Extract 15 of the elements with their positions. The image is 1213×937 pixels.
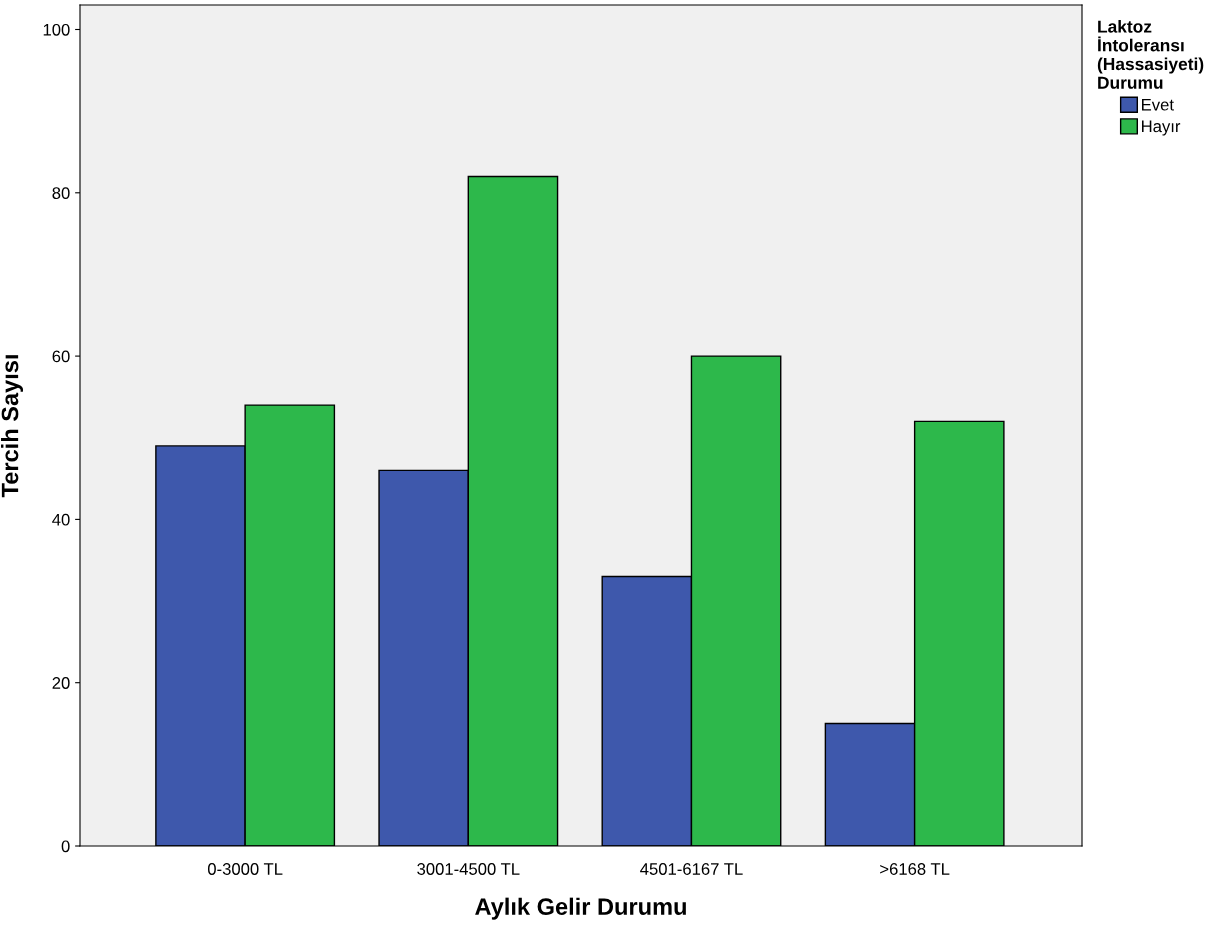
x-tick-label: 3001-4500 TL	[417, 863, 520, 875]
legend-label: Hayır	[1142, 120, 1181, 136]
y-tick-label: 0	[61, 840, 70, 853]
legend-title: Laktoz İntoleransı (Hassasiyeti) Durumu	[1097, 20, 1204, 89]
x-tick-label: >6168 TL	[880, 863, 950, 875]
y-tick-label: 20	[52, 677, 70, 689]
y-axis-title: Tercih Sayısı	[1, 355, 24, 498]
x-tick-label: 4501-6167 TL	[640, 863, 743, 875]
y-tick-label: 40	[52, 513, 70, 526]
x-tick-label: 0-3000 TL	[207, 863, 283, 875]
legend-label: Evet	[1142, 98, 1174, 111]
y-tick-label: 100	[43, 23, 70, 36]
y-tick-label: 60	[52, 350, 70, 363]
y-tick-label: 80	[52, 187, 70, 199]
x-axis-title: Aylık Gelir Durumu	[475, 897, 686, 920]
